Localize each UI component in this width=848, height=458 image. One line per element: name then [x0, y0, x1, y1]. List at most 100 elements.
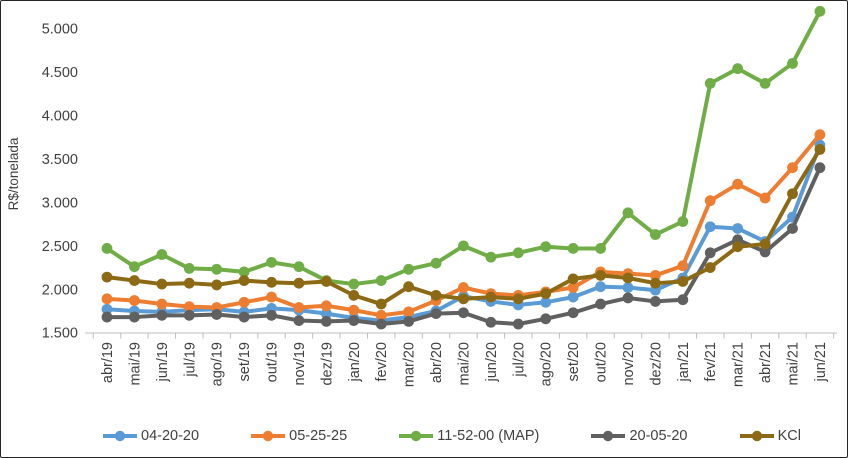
data-point: [375, 318, 387, 330]
legend-label: 20-05-20: [629, 428, 688, 444]
data-point: [540, 288, 552, 300]
series-11-52-00-map: [101, 5, 826, 290]
data-point: [375, 275, 387, 286]
data-point: [320, 276, 332, 287]
data-point: [622, 207, 634, 219]
data-point: [101, 271, 113, 283]
data-point: [512, 293, 524, 305]
legend-item-05-25-25: 05-25-25: [249, 428, 347, 444]
x-axis-tick-label: set/20: [566, 342, 582, 382]
legend-label: 04-20-20: [141, 428, 200, 444]
data-point: [595, 298, 606, 310]
data-point: [375, 298, 387, 310]
data-point: [512, 318, 524, 330]
legend-item-04-20-20: 04-20-20: [101, 428, 199, 444]
data-point: [622, 292, 634, 304]
x-axis-tick-label: jan/20: [347, 342, 363, 383]
data-point: [732, 178, 744, 190]
series-05-25-25: [101, 129, 826, 321]
x-axis-tick-label: jan/21: [676, 342, 692, 383]
data-point: [567, 273, 579, 285]
data-point: [101, 303, 113, 315]
data-point: [320, 308, 332, 319]
legend-label: KCl: [777, 428, 801, 444]
data-point: [129, 311, 140, 323]
y-axis-tick-label: 2.500: [42, 239, 78, 255]
data-point: [266, 256, 277, 268]
data-point: [595, 269, 606, 281]
data-point: [156, 298, 168, 310]
data-point: [814, 5, 826, 17]
data-point: [101, 311, 113, 323]
legend-item-20-05-20: 20-05-20: [589, 428, 688, 444]
y-axis-tick-label: 2.000: [42, 282, 78, 298]
legend-marker: [411, 430, 422, 442]
y-axis-tick-label: 3.000: [42, 195, 78, 211]
data-point: [211, 263, 223, 275]
y-axis-tick-label: 3.500: [42, 152, 78, 168]
data-point: [293, 315, 305, 326]
data-point: [266, 309, 277, 321]
data-point: [266, 276, 277, 288]
data-point: [266, 291, 277, 303]
data-point: [293, 261, 305, 273]
x-axis-tick-label: mar/21: [731, 342, 747, 387]
data-point: [375, 309, 387, 321]
data-point: [759, 192, 771, 204]
y-axis-tick-label: 1.500: [42, 326, 78, 342]
data-point: [704, 78, 716, 89]
data-point: [540, 241, 552, 253]
data-point: [238, 275, 250, 286]
data-point: [650, 277, 661, 289]
legend-label: 05-25-25: [289, 428, 348, 444]
x-axis-tick-label: fev/21: [703, 342, 719, 382]
data-point: [814, 144, 826, 155]
data-point: [129, 261, 140, 273]
data-point: [732, 223, 744, 234]
data-point: [787, 162, 798, 174]
data-point: [183, 309, 195, 321]
data-point: [650, 269, 661, 281]
data-point: [458, 293, 469, 305]
data-point: [787, 188, 798, 200]
data-point: [211, 309, 223, 320]
data-point: [759, 238, 771, 250]
x-axis-tick-label: nov/19: [292, 342, 308, 386]
x-axis-tick-label: ago/19: [210, 342, 226, 386]
data-point: [622, 272, 634, 284]
data-point: [540, 296, 552, 308]
data-point: [567, 243, 579, 254]
x-axis-tick-label: set/19: [237, 342, 253, 382]
x-axis-tick-label: mai/19: [127, 342, 143, 386]
data-point: [677, 260, 689, 272]
data-point: [787, 58, 798, 69]
data-point: [101, 293, 113, 305]
data-point: [183, 277, 195, 289]
y-axis-tick-label: 4.500: [42, 65, 78, 81]
data-point: [403, 281, 415, 293]
data-point: [183, 301, 195, 313]
series-20-05-20: [101, 162, 826, 330]
data-point: [512, 247, 524, 259]
data-point: [485, 251, 497, 263]
data-point: [348, 315, 360, 326]
data-point: [430, 289, 442, 301]
data-point: [622, 282, 634, 293]
data-point: [403, 306, 415, 318]
x-axis-tick-label: jun/19: [155, 342, 171, 383]
y-axis-tick-label: 5.000: [42, 22, 78, 38]
y-axis-title: R$/tonelada: [6, 137, 21, 210]
data-point: [704, 221, 716, 233]
data-point: [704, 262, 716, 273]
data-point: [677, 294, 689, 306]
data-point: [129, 295, 140, 306]
legend-swatch-icon: [103, 430, 137, 442]
x-axis-tick-label: jul/20: [511, 342, 527, 378]
x-axis-tick-label: out/20: [594, 342, 610, 382]
x-axis-tick-label: abr/21: [758, 342, 774, 383]
data-point: [211, 279, 223, 291]
legend-item-kcl: KCl: [738, 428, 801, 444]
x-axis-tick-label: fev/20: [374, 342, 390, 382]
x-axis-tick-label: mar/20: [402, 342, 418, 387]
